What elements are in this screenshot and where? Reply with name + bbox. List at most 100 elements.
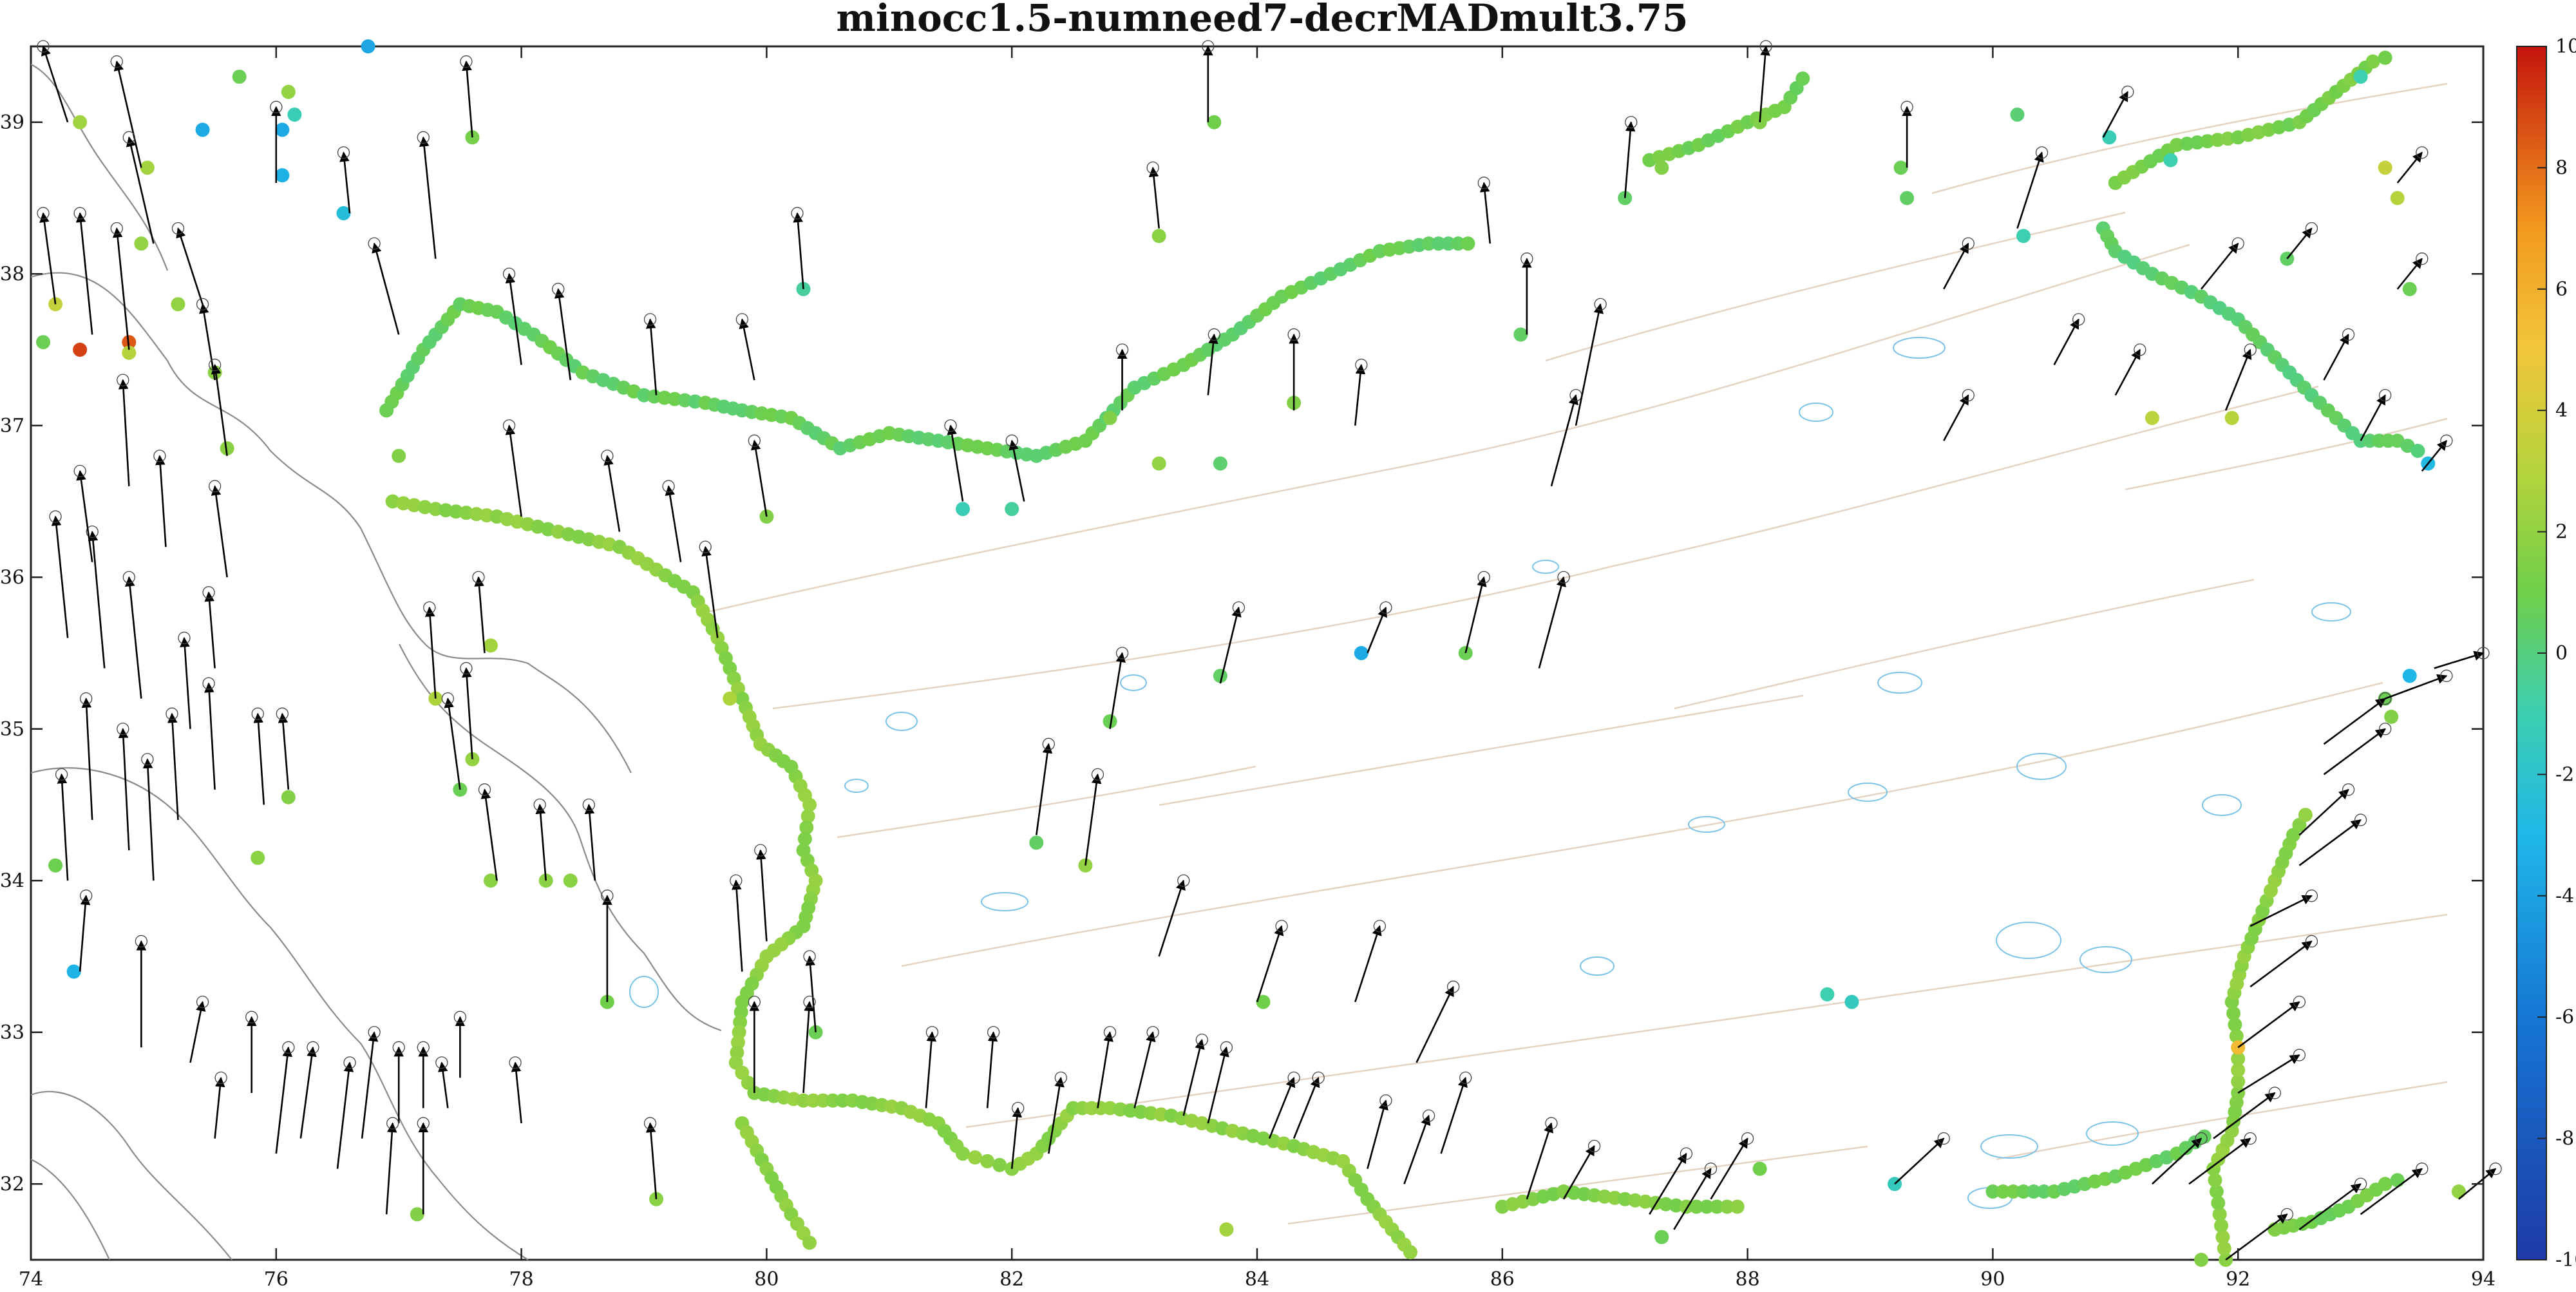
velocity-arrow [124, 576, 142, 699]
data-point [1893, 160, 1908, 175]
track-marker [2036, 1184, 2051, 1199]
velocity-arrow [1048, 1076, 1065, 1154]
track-marker [2208, 1173, 2222, 1188]
velocity-arrow [1562, 1145, 1595, 1200]
error-ellipse [435, 1056, 448, 1069]
velocity-arrow [1624, 121, 1636, 198]
y-tick-label: 35 [0, 718, 24, 741]
velocity-arrow [1673, 1168, 1712, 1230]
data-point [2390, 191, 2405, 205]
data-point [1354, 646, 1368, 660]
colorbar-tick-label: -4 [2555, 885, 2574, 907]
track-marker [2016, 1184, 2031, 1199]
error-ellipse [1962, 237, 1975, 250]
velocity-arrow [1416, 985, 1454, 1063]
data-point [1900, 191, 1915, 205]
error-ellipse [2305, 889, 2318, 902]
x-tick-label: 82 [999, 1268, 1024, 1291]
velocity-arrow [511, 1061, 522, 1124]
track-marker [2209, 1184, 2224, 1199]
error-ellipse [1355, 358, 1368, 372]
track-marker [1730, 1199, 1745, 1214]
track-marker [1421, 236, 1436, 251]
track-marker [2390, 1173, 2405, 1188]
data-point [1213, 456, 1227, 471]
track-marker [2231, 1051, 2246, 1066]
error-ellipse [1208, 328, 1221, 341]
error-ellipse [1232, 601, 1245, 614]
velocity-arrow [2323, 334, 2349, 381]
error-ellipse [1012, 1101, 1025, 1115]
velocity-arrow [75, 212, 93, 335]
velocity-arrow [1575, 303, 1604, 426]
velocity-arrow [645, 1122, 658, 1199]
velocity-arrow [1943, 394, 1969, 441]
error-ellipse [2244, 343, 2257, 356]
velocity-arrow [41, 45, 69, 123]
error-ellipse [214, 1071, 227, 1085]
error-ellipse [1680, 1147, 1693, 1160]
error-ellipse [2416, 252, 2429, 265]
velocity-arrow [2213, 1092, 2276, 1139]
velocity-arrow [1538, 576, 1566, 669]
error-ellipse [2072, 313, 2085, 326]
velocity-arrow [756, 849, 768, 942]
error-ellipse [1962, 389, 1975, 402]
data-point [2145, 410, 2159, 425]
error-ellipse [122, 571, 135, 584]
error-ellipse [307, 1041, 319, 1054]
error-ellipse [55, 768, 68, 781]
fault-line [1159, 694, 1804, 806]
error-ellipse [944, 419, 957, 432]
velocity-arrow [1403, 1114, 1431, 1184]
colorbar-scale [2516, 46, 2547, 1260]
velocity-arrow [480, 788, 498, 881]
data-point [1207, 115, 1222, 129]
fault-line [1545, 211, 2126, 362]
lake-outline [1580, 956, 1615, 976]
error-ellipse [2305, 935, 2318, 948]
error-ellipse [282, 1041, 295, 1054]
error-ellipse [1477, 176, 1490, 189]
data-point [281, 790, 296, 804]
error-ellipse [37, 207, 50, 220]
y-tick-label: 38 [0, 263, 24, 285]
error-ellipse [208, 480, 222, 493]
velocity-arrow [167, 712, 179, 821]
velocity-arrow [278, 712, 290, 790]
error-ellipse [1287, 328, 1300, 341]
background-geography [30, 64, 2448, 1260]
error-ellipse [2134, 343, 2146, 356]
error-ellipse [748, 996, 761, 1009]
error-ellipse [987, 1026, 1000, 1039]
velocity-arrow [2114, 348, 2141, 396]
error-ellipse [368, 237, 381, 250]
track-marker [968, 1150, 983, 1165]
velocity-arrow [701, 546, 719, 638]
track-marker [2212, 1207, 2227, 1222]
velocity-arrow [76, 470, 93, 562]
error-ellipse [601, 889, 614, 902]
error-ellipse [453, 1011, 467, 1023]
data-point [275, 168, 290, 183]
error-ellipse [1103, 1026, 1117, 1039]
velocity-arrow [739, 318, 755, 381]
border-line [30, 272, 632, 774]
error-ellipse [122, 131, 135, 144]
error-ellipse [1146, 1026, 1159, 1039]
velocity-arrow [1084, 773, 1102, 866]
velocity-arrow [214, 1076, 225, 1139]
y-tick-label: 37 [0, 415, 24, 437]
error-ellipse [472, 571, 485, 584]
fault-line [2125, 417, 2448, 491]
velocity-arrow [1759, 45, 1770, 122]
data-point [1752, 1161, 1767, 1176]
velocity-arrow [204, 591, 216, 669]
velocity-arrow [2188, 1137, 2251, 1185]
velocity-arrow [1148, 166, 1160, 229]
x-tick-label: 88 [1736, 1268, 1760, 1291]
data-point [410, 1207, 424, 1222]
velocity-arrow [1182, 1039, 1205, 1116]
velocity-arrow [2385, 674, 2448, 699]
